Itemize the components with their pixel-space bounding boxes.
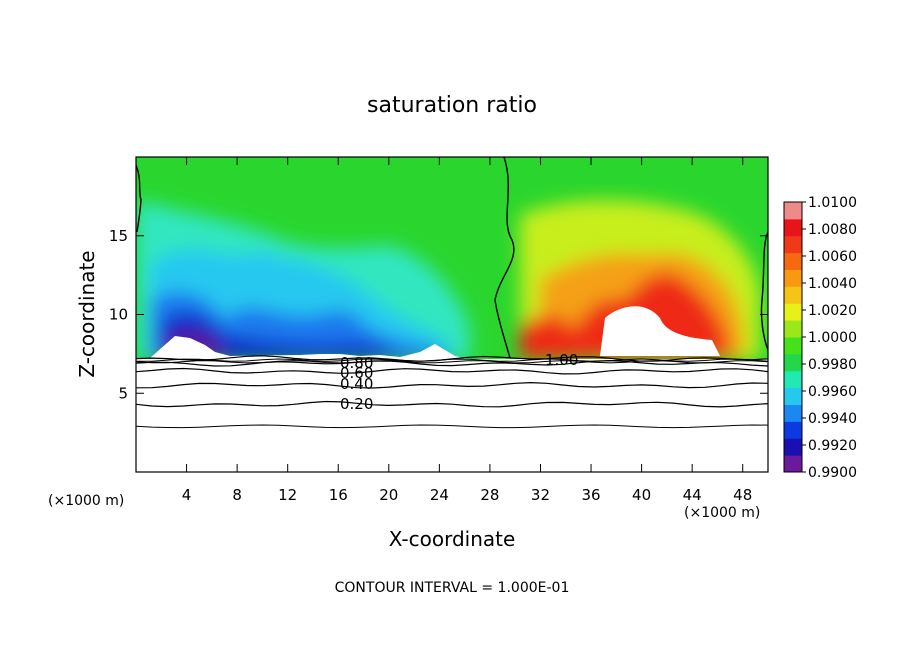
contours-below <box>136 355 768 429</box>
colorbar-label: 1.0020 <box>808 303 857 319</box>
colorbar-segment <box>784 421 802 439</box>
colorbar-segment <box>784 235 802 254</box>
x-tick-label: 32 <box>531 486 550 504</box>
colorbar-label: 0.9920 <box>808 438 857 454</box>
colorbar-label: 0.9960 <box>808 384 857 400</box>
x-unit-right: (×1000 m) <box>684 505 760 521</box>
x-axis: 4 8 12 16 20 24 28 32 36 40 44 48 <box>182 157 752 504</box>
x-tick-label: 4 <box>182 486 192 504</box>
y-axis: 5 10 15 <box>109 227 768 402</box>
colorbar-segment <box>784 286 802 304</box>
contour-line <box>136 360 768 364</box>
x-axis-label: X-coordinate <box>389 527 516 551</box>
x-tick-label: 44 <box>683 486 702 504</box>
contour-label-0-20: 0.20 <box>340 395 373 413</box>
contour-1-00 <box>494 157 515 359</box>
colorbar-label: 1.0060 <box>808 249 857 265</box>
contour-line <box>136 358 768 362</box>
y-tick-label: 15 <box>109 227 128 245</box>
colorbar-segment <box>784 303 802 321</box>
colorbar-segment <box>784 404 802 422</box>
colorbar-label: 1.0000 <box>808 330 857 346</box>
x-tick-label: 20 <box>379 486 398 504</box>
colorbar-label: 1.0040 <box>808 276 857 292</box>
x-tick-label: 36 <box>581 486 600 504</box>
colorbar-segment <box>784 438 802 456</box>
colorbar-label: 0.9900 <box>808 465 857 481</box>
colorbar-segment <box>784 252 802 270</box>
colorbar-segment <box>784 387 802 405</box>
x-unit-left: (×1000 m) <box>48 493 124 509</box>
contour-label-0-60: 0.60 <box>340 364 373 382</box>
saturation-field <box>136 157 768 360</box>
contour-line <box>136 359 768 367</box>
y-tick-label: 10 <box>109 306 128 324</box>
colorbar-segment <box>784 337 802 355</box>
contour-interval-note: CONTOUR INTERVAL = 1.000E-01 <box>335 580 570 596</box>
contour-line <box>136 424 768 429</box>
colorbar-segment <box>784 269 802 287</box>
colorbar-label: 0.9980 <box>808 357 857 373</box>
contour-label-0-40: 0.40 <box>340 375 373 393</box>
plot-area <box>136 157 768 472</box>
x-tick-label: 28 <box>480 486 499 504</box>
y-tick-label: 5 <box>118 384 128 402</box>
chart-title: saturation ratio <box>367 93 537 118</box>
x-tick-label: 12 <box>278 486 297 504</box>
contour-label-1-00: 1.00 <box>545 351 578 369</box>
colorbar-segment <box>784 370 802 389</box>
x-tick-label: 40 <box>632 486 651 504</box>
colorbar-label: 1.0100 <box>808 195 857 211</box>
contour-line <box>136 381 768 389</box>
contour-line <box>136 400 768 408</box>
colorbar-segment <box>784 455 802 473</box>
colorbar-label: 1.0080 <box>808 222 857 238</box>
x-tick-label: 16 <box>329 486 348 504</box>
colorbar-segment <box>784 218 802 237</box>
x-tick-label: 8 <box>232 486 242 504</box>
unsaturated-pocket <box>600 306 720 356</box>
colorbar: 1.0100 1.0080 1.0060 1.0040 1.0020 1.0000 0.99… <box>783 195 857 481</box>
colorbar-segment <box>784 353 802 372</box>
colorbar-segment <box>784 202 802 220</box>
contour-line <box>136 367 768 375</box>
colorbar-segment <box>784 320 802 338</box>
y-axis-label: Z-coordinate <box>75 250 99 377</box>
contour-1-00-right <box>760 231 768 351</box>
contour-label-0-80: 0.80 <box>340 354 373 372</box>
contour-1-00-left <box>136 164 142 233</box>
x-tick-label: 24 <box>430 486 449 504</box>
x-tick-label: 48 <box>733 486 752 504</box>
colorbar-label: 0.9940 <box>808 411 857 427</box>
